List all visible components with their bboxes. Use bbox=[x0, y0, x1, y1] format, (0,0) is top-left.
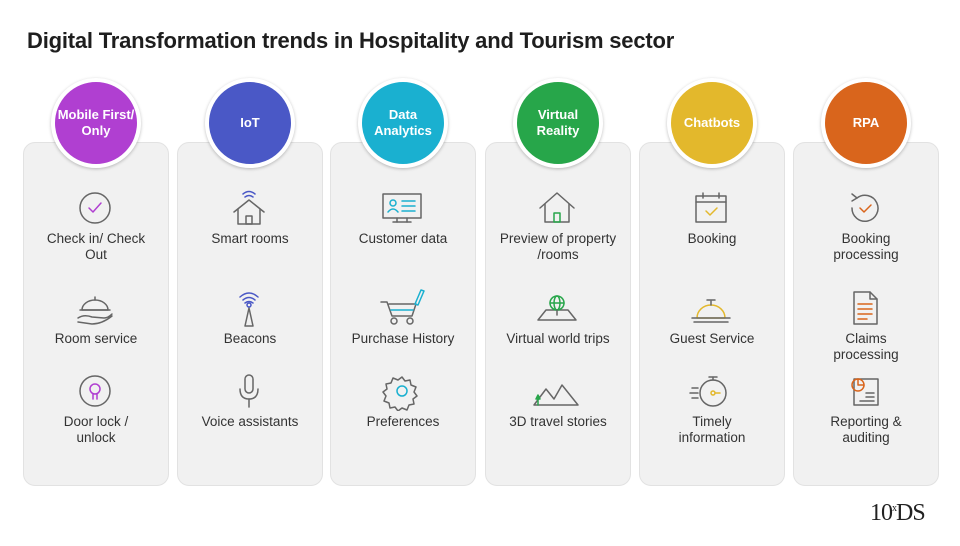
house-icon bbox=[532, 188, 582, 228]
bulb-circle-icon bbox=[70, 371, 120, 411]
trend-circle: IoT bbox=[205, 78, 295, 168]
trend-item-label: Claims processing bbox=[833, 331, 899, 362]
trend-column: Chatbots Booking Guest Service Timely infor… bbox=[639, 78, 785, 486]
trend-circle: Mobile First/ Only bbox=[51, 78, 141, 168]
trend-card bbox=[23, 142, 169, 486]
calendar-check-icon bbox=[686, 188, 736, 228]
trend-circle: RPA bbox=[821, 78, 911, 168]
beacon-icon bbox=[224, 288, 274, 328]
shopping-cart-icon bbox=[377, 288, 427, 328]
trend-column: Data Analytics Customer data Purchase Hist… bbox=[330, 78, 476, 486]
trend-item-label: Customer data bbox=[358, 231, 448, 246]
microphone-icon bbox=[224, 371, 274, 411]
cloche-hand-icon bbox=[70, 288, 120, 328]
trend-circle: Chatbots bbox=[667, 78, 757, 168]
id-card-icon bbox=[377, 188, 427, 228]
trend-item-label: Virtual world trips bbox=[506, 331, 610, 346]
trend-column: Mobile First/ Only Check in/ Check Out Roo… bbox=[23, 78, 169, 486]
trend-item-label: Purchase History bbox=[351, 331, 455, 346]
globe-map-icon bbox=[532, 288, 582, 328]
logo-superscript: x bbox=[892, 503, 897, 514]
refresh-check-icon bbox=[840, 188, 890, 228]
brand-logo: 10xDS bbox=[870, 500, 926, 527]
service-bell-icon bbox=[686, 288, 736, 328]
trend-item-label: Room service bbox=[54, 331, 138, 346]
trend-item-label: Door lock / unlock bbox=[63, 414, 129, 445]
trend-card bbox=[639, 142, 785, 486]
mountains-icon bbox=[532, 371, 582, 411]
trend-item-label: Booking bbox=[687, 231, 737, 246]
trend-item-label: Guest Service bbox=[669, 331, 755, 346]
trend-circle: Data Analytics bbox=[358, 78, 448, 168]
trend-item-label: Preview of property /rooms bbox=[499, 231, 617, 262]
trend-circle: Virtual Reality bbox=[513, 78, 603, 168]
stopwatch-icon bbox=[686, 371, 736, 411]
check-circle-icon bbox=[70, 188, 120, 228]
document-icon bbox=[840, 288, 890, 328]
trend-item-label: Booking processing bbox=[833, 231, 899, 262]
wifi-house-icon bbox=[224, 188, 274, 228]
trend-item-label: Voice assistants bbox=[201, 414, 299, 429]
trend-item-label: Smart rooms bbox=[211, 231, 289, 246]
trend-item-label: Timely information bbox=[678, 414, 746, 445]
trend-item-label: Beacons bbox=[223, 331, 277, 346]
trend-column: RPA Booking processing Claims processing Re… bbox=[793, 78, 939, 486]
page-title: Digital Transformation trends in Hospita… bbox=[27, 28, 675, 53]
trend-card bbox=[485, 142, 631, 486]
logo-number: 10 bbox=[870, 500, 893, 526]
trend-item-label: Reporting & auditing bbox=[830, 414, 902, 445]
trend-card bbox=[330, 142, 476, 486]
trend-column: IoT Smart rooms Beacons Voice assistants bbox=[177, 78, 323, 486]
gear-icon bbox=[377, 371, 427, 411]
trend-column: Virtual Reality Preview of property /room… bbox=[485, 78, 631, 486]
trend-item-label: Check in/ Check Out bbox=[46, 231, 146, 262]
report-chart-icon bbox=[840, 371, 890, 411]
logo-letters: DS bbox=[896, 500, 926, 526]
trend-item-label: 3D travel stories bbox=[509, 414, 607, 429]
trend-item-label: Preferences bbox=[366, 414, 440, 429]
